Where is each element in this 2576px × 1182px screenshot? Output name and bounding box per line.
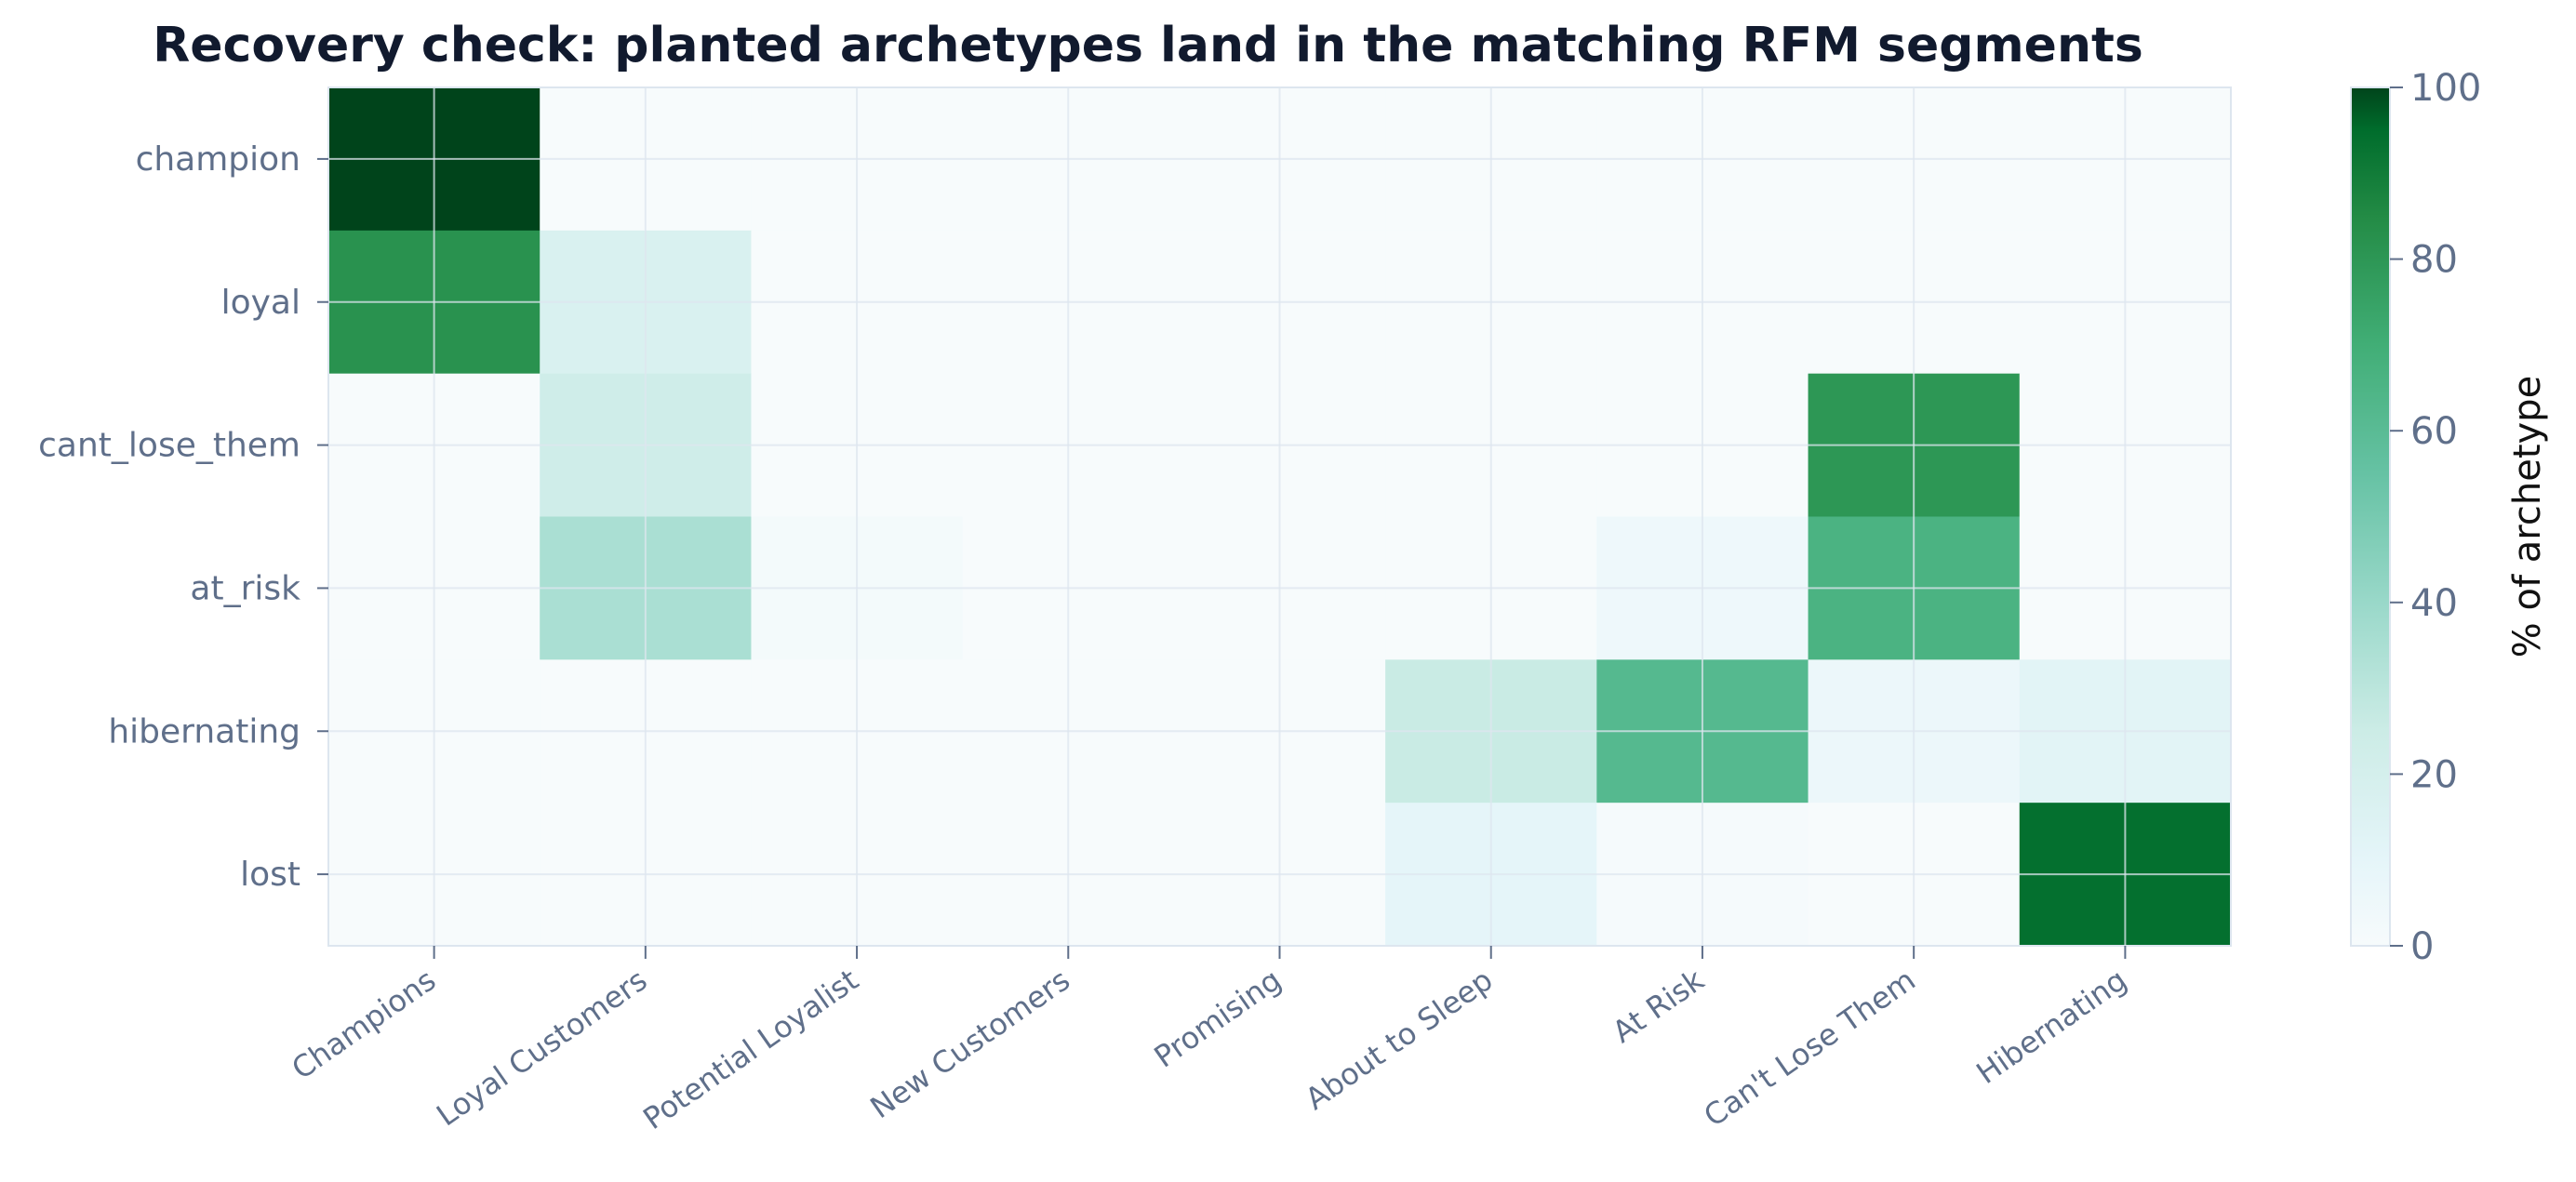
x-tick-label: Can't Lose Them: [1698, 962, 1922, 1134]
colorbar-tick-label: 60: [2410, 410, 2458, 453]
y-tick-label: lost: [240, 856, 300, 894]
x-tick-label: New Customers: [864, 962, 1076, 1125]
grid-lines: [328, 87, 2231, 946]
y-tick-label: at_risk: [190, 569, 300, 607]
x-tick-label: Loyal Customers: [430, 962, 653, 1133]
colorbar-tick-label: 40: [2410, 582, 2458, 625]
colorbar-tick-label: 0: [2410, 925, 2434, 968]
y-tick-label: loyal: [221, 284, 300, 322]
colorbar-tick-label: 20: [2410, 753, 2458, 796]
x-tick-label: At Risk: [1606, 962, 1711, 1050]
x-tick-label: Potential Loyalist: [636, 962, 864, 1136]
chart-title: Recovery check: planted archetypes land …: [153, 18, 2143, 73]
y-tick-label: champion: [136, 140, 300, 179]
x-tick-label: Hibernating: [1970, 962, 2133, 1091]
colorbar-label: % of archetype: [2506, 376, 2549, 657]
x-tick-label: Champions: [286, 962, 443, 1086]
x-tick-label: About to Sleep: [1299, 962, 1499, 1116]
colorbar-tick-label: 100: [2410, 67, 2481, 110]
colorbar-tick-label: 80: [2410, 239, 2458, 282]
colorbar: 0 20 40 60 80 100 % of archetype: [2350, 67, 2549, 968]
y-tick-label: hibernating: [108, 712, 300, 750]
y-axis: champion loyal cant_lose_them at_riskhibern…: [38, 140, 328, 894]
colorbar-gradient: [2350, 86, 2391, 947]
x-tick-label: Promising: [1148, 962, 1288, 1074]
y-tick-label: cant_lose_them: [38, 427, 300, 465]
